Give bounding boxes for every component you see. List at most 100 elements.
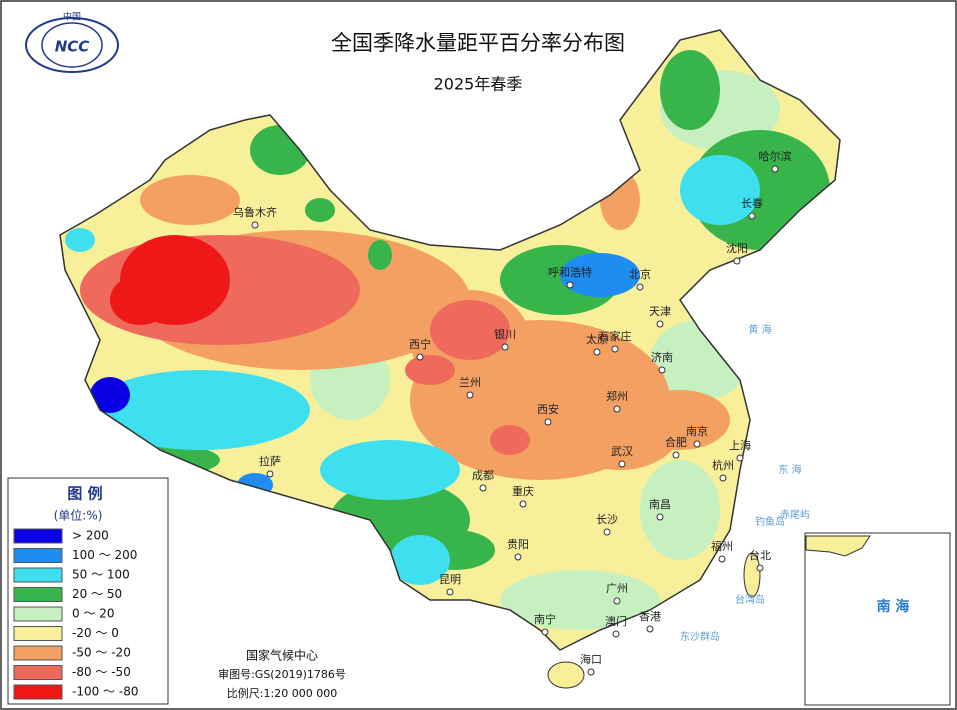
- logo-abbr: NCC: [55, 38, 90, 56]
- title: 全国季降水量距平百分率分布图: [331, 31, 625, 55]
- legend-unit: (单位:%): [54, 508, 103, 523]
- hainan-island: [547, 661, 585, 689]
- sea-label: 台湾岛: [735, 593, 765, 606]
- sea-label: 钓鱼岛: [755, 515, 785, 528]
- city-dot: [718, 555, 726, 563]
- legend-swatch: [13, 548, 63, 563]
- precip-region: [65, 228, 95, 252]
- sea-label: 东沙群岛: [680, 630, 720, 643]
- precip-region: [320, 440, 460, 500]
- city-label: 南京: [686, 424, 708, 438]
- city-label: 石家庄: [599, 329, 632, 343]
- precip-region: [390, 535, 450, 585]
- city-dot: [656, 320, 664, 328]
- city-label: 福州: [711, 539, 733, 553]
- precip-region: [368, 240, 392, 270]
- city-dot: [466, 391, 474, 399]
- city-dot: [672, 451, 680, 459]
- city-dot: [416, 353, 424, 361]
- precip-region: [490, 425, 530, 455]
- city-dot: [251, 221, 259, 229]
- sea-label: 赤尾屿: [780, 509, 810, 521]
- precip-region: [500, 570, 660, 630]
- city-label: 澳门: [605, 614, 627, 628]
- taiwan-island: [743, 552, 761, 598]
- precip-region: [825, 95, 840, 125]
- city-dot: [693, 440, 701, 448]
- inset-label: 南 海: [877, 598, 910, 615]
- city-dot: [613, 405, 621, 413]
- city-label: 南昌: [649, 498, 671, 511]
- city-label: 哈尔滨: [759, 149, 792, 163]
- city-dot: [656, 513, 664, 521]
- precip-region: [237, 473, 273, 497]
- city-label: 成都: [472, 469, 494, 482]
- city-dot: [544, 418, 552, 426]
- city-label: 沈阳: [726, 241, 748, 255]
- city-dot: [658, 366, 666, 374]
- legend-label: 50 ～ 100: [72, 568, 130, 582]
- city-dot: [519, 500, 527, 508]
- legend-swatch: [13, 645, 63, 661]
- legend-label: > 200: [72, 529, 109, 543]
- precip-region: [405, 355, 455, 385]
- legend-label: 0 ～ 20: [72, 607, 115, 621]
- precip-region: [680, 155, 760, 225]
- city-dot: [587, 668, 595, 676]
- legend-swatch: [13, 684, 63, 700]
- city-label: 重庆: [512, 484, 534, 498]
- legend-label: -50 ～ -20: [72, 646, 131, 660]
- city-dot: [736, 454, 744, 462]
- logo-text: 中国: [63, 11, 81, 23]
- city-dot: [446, 588, 454, 596]
- city-dot: [266, 470, 274, 478]
- city-label: 郑州: [606, 389, 628, 403]
- city-label: 贵阳: [507, 538, 529, 551]
- city-dot: [566, 281, 574, 289]
- city-label: 西宁: [409, 337, 431, 351]
- precip-region: [640, 460, 720, 560]
- city-label: 杭州: [712, 458, 734, 472]
- legend-title: 图 例: [67, 485, 102, 503]
- city-label: 南宁: [534, 612, 556, 626]
- city-dot: [618, 460, 626, 468]
- city-label: 香港: [639, 610, 661, 623]
- city-label: 上海: [729, 438, 751, 452]
- city-label: 拉萨: [259, 454, 281, 468]
- precip-region: [660, 50, 720, 130]
- city-dot: [479, 484, 487, 492]
- city-dot: [719, 474, 727, 482]
- legend-swatch: [13, 606, 63, 622]
- city-label: 武汉: [611, 445, 633, 458]
- legend-swatch: [13, 626, 63, 641]
- sea-label: 东 海: [778, 463, 801, 476]
- legend-swatch: [13, 567, 63, 583]
- city-dot: [501, 343, 509, 351]
- city-label: 合肥: [665, 435, 687, 449]
- precip-region: [430, 300, 510, 360]
- precip-region: [140, 175, 240, 225]
- legend-label: -80 ～ -50: [72, 665, 131, 679]
- city-dot: [733, 257, 741, 265]
- legend-swatch: [13, 587, 63, 602]
- city-dot: [541, 628, 549, 636]
- sea-label: 黄 海: [748, 323, 771, 336]
- approval: 审图号:GS(2019)1786号: [218, 667, 346, 681]
- legend-swatch: [13, 528, 63, 544]
- city-label: 长沙: [596, 513, 618, 526]
- precip-region: [560, 253, 640, 297]
- legend-swatch: [13, 665, 63, 680]
- city-label: 呼和浩特: [548, 265, 592, 279]
- agency: 国家气候中心: [246, 648, 318, 663]
- city-label: 台北: [749, 548, 771, 562]
- city-label: 长春: [741, 197, 763, 210]
- city-dot: [636, 283, 644, 291]
- city-label: 济南: [651, 350, 673, 364]
- city-label: 西安: [537, 402, 559, 416]
- city-dot: [646, 625, 654, 633]
- logo: 中国 NCC: [25, 11, 119, 73]
